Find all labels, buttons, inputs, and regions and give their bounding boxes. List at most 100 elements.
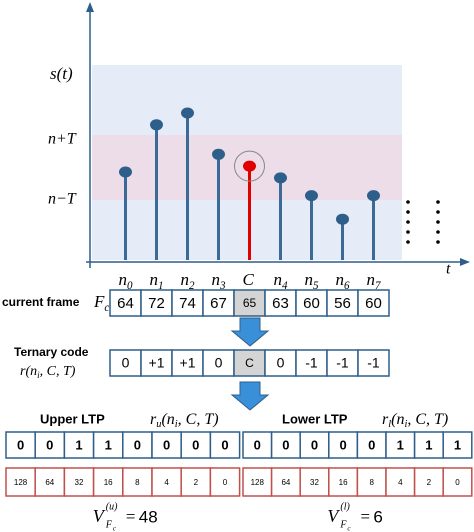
subscript: 4: [282, 280, 288, 292]
stem-head: [119, 166, 132, 178]
frame-value: 65: [243, 296, 257, 310]
position-label: n5: [305, 270, 320, 292]
stem-head: [274, 172, 287, 184]
weight-cell: [122, 467, 153, 497]
ltp-label: Lower LTP: [282, 411, 348, 426]
bit-cell: [209, 431, 241, 459]
weight-value: 64: [281, 478, 290, 487]
subscript: i: [175, 419, 178, 430]
ternary-cell: [202, 349, 235, 377]
weight-value: 128: [14, 478, 28, 487]
bit-cell: [180, 431, 212, 459]
x-axis-arrow: [460, 258, 470, 266]
bit-value: 0: [221, 437, 228, 452]
position-label: n6: [336, 270, 351, 292]
weight-value: 16: [339, 478, 348, 487]
frame-value: 60: [365, 295, 382, 312]
frame-cell: [326, 289, 359, 317]
formula-part: n: [274, 270, 283, 289]
weight-cell: [34, 467, 66, 497]
bit-cell: [385, 431, 416, 459]
subscript: 7: [375, 280, 381, 292]
frame-label: current frame: [2, 295, 80, 309]
stem-head: [305, 190, 318, 202]
stem-head: [336, 213, 349, 225]
frame-value: 63: [272, 295, 289, 312]
bit-cell: [328, 431, 359, 459]
formula-part: , C, T): [407, 411, 448, 428]
bit-cell: [92, 431, 124, 459]
upper-threshold-label: n+T: [48, 131, 77, 148]
y-axis-arrow: [86, 2, 94, 12]
result-sub: F: [339, 519, 347, 530]
center-ring: [234, 150, 265, 182]
weight-cell: [270, 467, 301, 497]
bit-value: 1: [454, 437, 461, 452]
frame-cell: [233, 289, 266, 317]
bit-value: 0: [368, 437, 375, 452]
bit-value: 0: [339, 437, 346, 452]
result-symbol: V: [327, 506, 340, 526]
formula-part: n: [367, 270, 376, 289]
frame-value: 64: [117, 295, 134, 312]
bit-value: 1: [75, 437, 82, 452]
weight-cell: [413, 467, 444, 497]
frame-value: 72: [148, 295, 165, 312]
position-label: n2: [181, 270, 196, 292]
position-label: n7: [367, 270, 382, 292]
ltp-formula: rl(ni, C, T): [382, 411, 448, 431]
result-sub: F: [105, 519, 113, 530]
ternary-value: +1: [149, 355, 165, 371]
formula-part: r: [150, 411, 157, 428]
bit-value: 0: [163, 437, 170, 452]
result-equals: =: [359, 507, 370, 526]
bit-cell: [270, 431, 301, 459]
formula-part: n: [212, 270, 221, 289]
stem-head: [150, 119, 163, 131]
bit-cell: [442, 431, 473, 459]
subscript: i: [404, 419, 407, 430]
bit-value: 1: [397, 437, 404, 452]
weight-value: 64: [45, 478, 54, 487]
lower-threshold-label: n−T: [48, 191, 77, 208]
weight-value: 8: [135, 478, 140, 487]
bit-cell: [5, 431, 36, 459]
result-sup: (l): [340, 501, 350, 512]
result-equals: =: [125, 507, 136, 526]
result-value: 48: [139, 507, 158, 526]
weight-value: 16: [104, 478, 113, 487]
formula-part: r(n: [20, 364, 37, 379]
frame-cell: [295, 289, 328, 317]
weight-cell: [385, 467, 416, 497]
bit-value: 0: [192, 437, 199, 452]
formula-part: n: [336, 270, 345, 289]
subscript: i: [37, 370, 40, 380]
frame-value: 74: [179, 295, 196, 312]
weight-cell: [180, 467, 212, 497]
weight-value: 0: [223, 478, 228, 487]
stem-head: [181, 107, 194, 119]
y-label: s(t): [50, 64, 73, 83]
position-label: C: [243, 270, 255, 289]
bit-value: 0: [46, 437, 53, 452]
ternary-label: Ternary code: [14, 345, 89, 359]
formula-part: n: [119, 270, 128, 289]
position-label: n1: [150, 270, 164, 292]
formula-part: n: [150, 270, 159, 289]
result-subsub: c: [347, 525, 351, 532]
ternary-cell: [357, 349, 390, 377]
continuation-dots: [406, 200, 440, 244]
ltp-formula: ru(ni, C, T): [150, 411, 219, 431]
subscript: 2: [189, 280, 195, 292]
weight-cell: [209, 467, 241, 497]
weight-value: 32: [310, 478, 319, 487]
frame-cell: [171, 289, 204, 317]
bit-value: 1: [425, 437, 432, 452]
stem-head: [243, 160, 256, 172]
ternary-value: 0: [215, 355, 223, 371]
result-sup: (u): [106, 501, 118, 512]
result-symbol: V: [93, 506, 106, 526]
position-label: n0: [119, 270, 134, 292]
formula-part: C: [243, 270, 255, 289]
